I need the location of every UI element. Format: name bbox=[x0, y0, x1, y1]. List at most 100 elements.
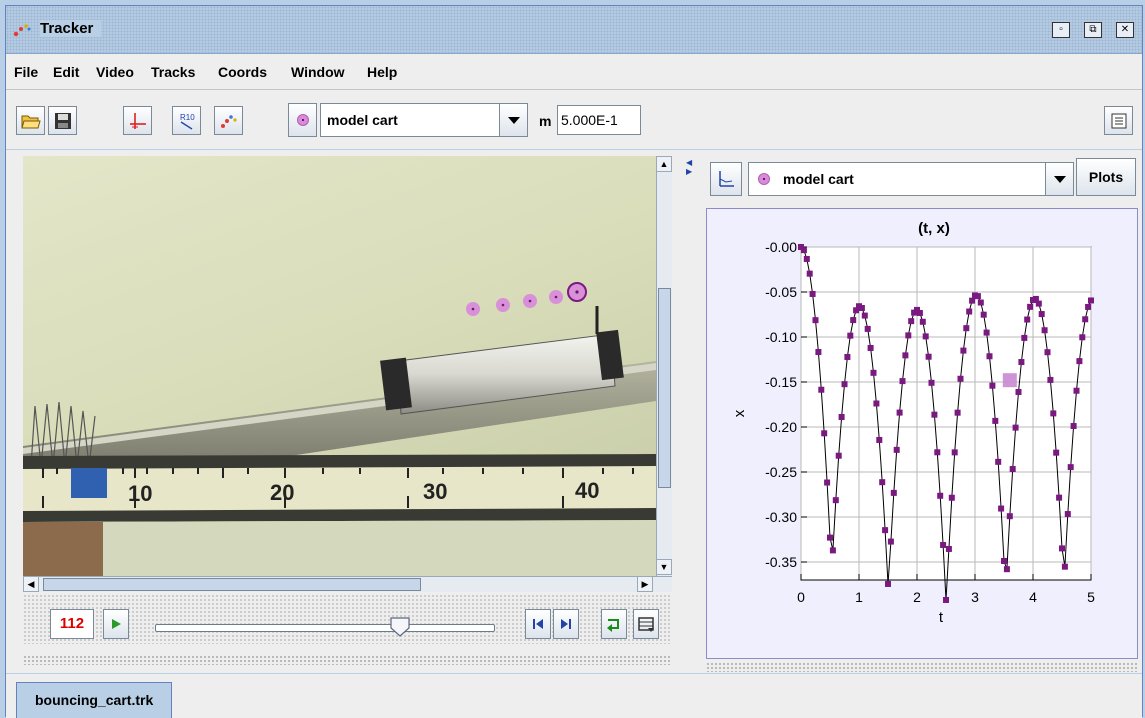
data-point[interactable] bbox=[1015, 388, 1022, 395]
plot-chevron-down-icon[interactable] bbox=[1045, 163, 1073, 195]
data-point[interactable] bbox=[937, 492, 944, 499]
minimize-icon[interactable]: ▫ bbox=[1052, 22, 1070, 38]
video-horizontal-scrollbar[interactable]: ◀ ▶ bbox=[23, 576, 672, 592]
data-point[interactable] bbox=[1027, 303, 1034, 310]
data-point[interactable] bbox=[1009, 466, 1016, 473]
scroll-up-icon[interactable]: ▲ bbox=[656, 156, 672, 172]
data-point[interactable] bbox=[1082, 316, 1089, 323]
data-point[interactable] bbox=[1061, 563, 1068, 570]
data-point[interactable] bbox=[922, 333, 929, 340]
data-point[interactable] bbox=[989, 382, 996, 389]
plot-axes-button[interactable] bbox=[710, 162, 742, 196]
horizontal-scroll-thumb[interactable] bbox=[43, 578, 421, 591]
data-point[interactable] bbox=[815, 349, 822, 356]
data-point[interactable] bbox=[1073, 387, 1080, 394]
track-selector[interactable]: model cart bbox=[320, 103, 528, 137]
plots-button[interactable]: Plots bbox=[1076, 158, 1136, 196]
tab-bouncing-cart[interactable]: bouncing_cart.trk bbox=[16, 682, 173, 718]
data-point[interactable] bbox=[940, 541, 947, 548]
data-point[interactable] bbox=[916, 309, 923, 316]
data-point[interactable] bbox=[806, 270, 813, 277]
scroll-down-icon[interactable]: ▼ bbox=[656, 559, 672, 575]
data-point[interactable] bbox=[850, 317, 857, 324]
data-point[interactable] bbox=[1018, 359, 1025, 366]
data-point[interactable] bbox=[983, 329, 990, 336]
data-point[interactable] bbox=[957, 375, 964, 382]
play-button[interactable] bbox=[103, 609, 129, 639]
chevron-down-icon[interactable] bbox=[499, 104, 527, 136]
data-point[interactable] bbox=[969, 297, 976, 304]
plot-area[interactable]: 0 1 2 3 4 5 -0.00 -0.05 -0.10 -0.15 -0.20 -0.25 -0.3… bbox=[706, 208, 1138, 659]
data-point[interactable] bbox=[925, 353, 932, 360]
data-point[interactable] bbox=[818, 386, 825, 393]
plot-track-selector[interactable]: model cart bbox=[748, 162, 1074, 196]
data-point[interactable] bbox=[847, 332, 854, 339]
data-point[interactable] bbox=[1044, 349, 1051, 356]
step-back-button[interactable] bbox=[525, 609, 551, 639]
panel-splitter[interactable]: ◀ ▶ bbox=[680, 150, 700, 673]
splitter-arrows-icon[interactable]: ◀ ▶ bbox=[686, 158, 693, 176]
video-frame[interactable]: 10 20 30 40 bbox=[23, 156, 656, 576]
data-point[interactable] bbox=[934, 449, 941, 456]
data-point[interactable] bbox=[943, 596, 949, 603]
data-point[interactable] bbox=[896, 409, 903, 416]
data-point[interactable] bbox=[899, 378, 906, 385]
menu-tracks[interactable]: Tracks bbox=[151, 64, 196, 80]
title-bar[interactable]: Tracker ▫ ⧉ ✕ bbox=[6, 6, 1142, 54]
data-point[interactable] bbox=[954, 409, 961, 416]
coordinate-axes-button[interactable] bbox=[123, 106, 152, 135]
data-point[interactable] bbox=[980, 311, 987, 318]
data-point[interactable] bbox=[829, 547, 836, 554]
frame-counter[interactable]: 112 bbox=[50, 609, 94, 639]
data-point[interactable] bbox=[914, 306, 920, 313]
data-point[interactable] bbox=[1064, 511, 1071, 518]
data-point[interactable] bbox=[974, 293, 981, 300]
data-point[interactable] bbox=[902, 352, 909, 359]
save-button[interactable] bbox=[48, 106, 77, 135]
frame-slider[interactable] bbox=[155, 624, 495, 632]
data-point[interactable] bbox=[887, 538, 894, 545]
scroll-right-icon[interactable]: ▶ bbox=[637, 576, 653, 592]
data-point[interactable] bbox=[1021, 334, 1028, 341]
data-point[interactable] bbox=[1012, 424, 1019, 431]
vertical-scroll-thumb[interactable] bbox=[658, 288, 671, 488]
data-point[interactable] bbox=[995, 458, 1002, 465]
menu-coords[interactable]: Coords bbox=[218, 64, 267, 80]
data-point[interactable] bbox=[827, 534, 833, 541]
data-point[interactable] bbox=[844, 353, 851, 360]
data-point[interactable] bbox=[966, 308, 973, 315]
position-time-chart[interactable]: 0 1 2 3 4 5 -0.00 -0.05 -0.10 -0.15 -0.20 -0.25 -0.3… bbox=[707, 209, 1139, 660]
data-point[interactable] bbox=[838, 414, 845, 421]
data-point[interactable] bbox=[853, 307, 860, 314]
clip-settings-button[interactable] bbox=[633, 609, 659, 639]
data-point[interactable] bbox=[1067, 464, 1074, 471]
data-point[interactable] bbox=[951, 449, 958, 456]
data-point[interactable] bbox=[963, 325, 970, 332]
data-point[interactable] bbox=[870, 369, 877, 376]
data-point[interactable] bbox=[890, 489, 897, 496]
data-point[interactable] bbox=[821, 430, 828, 437]
data-point[interactable] bbox=[1050, 410, 1057, 417]
menu-window[interactable]: Window bbox=[291, 64, 345, 80]
video-vertical-scrollbar[interactable]: ▲ ▼ bbox=[656, 156, 672, 576]
data-point[interactable] bbox=[835, 452, 842, 459]
data-point[interactable] bbox=[1079, 334, 1086, 341]
data-point[interactable] bbox=[992, 417, 999, 424]
data-point[interactable] bbox=[824, 479, 831, 486]
track-color-button[interactable] bbox=[288, 103, 317, 137]
loop-button[interactable] bbox=[601, 609, 627, 639]
data-point[interactable] bbox=[919, 318, 926, 325]
menu-edit[interactable]: Edit bbox=[53, 64, 80, 80]
plot-panel-resize-handle[interactable] bbox=[706, 662, 1138, 672]
data-point[interactable] bbox=[1001, 558, 1007, 565]
data-point[interactable] bbox=[998, 505, 1005, 512]
data-point[interactable] bbox=[879, 479, 886, 486]
close-icon[interactable]: ✕ bbox=[1116, 22, 1134, 38]
data-point[interactable] bbox=[948, 494, 955, 501]
menu-help[interactable]: Help bbox=[367, 64, 398, 80]
data-point[interactable] bbox=[858, 305, 865, 312]
data-point[interactable] bbox=[832, 497, 839, 504]
data-point[interactable] bbox=[882, 527, 889, 534]
data-point[interactable] bbox=[1006, 513, 1013, 520]
data-point[interactable] bbox=[1047, 376, 1054, 383]
